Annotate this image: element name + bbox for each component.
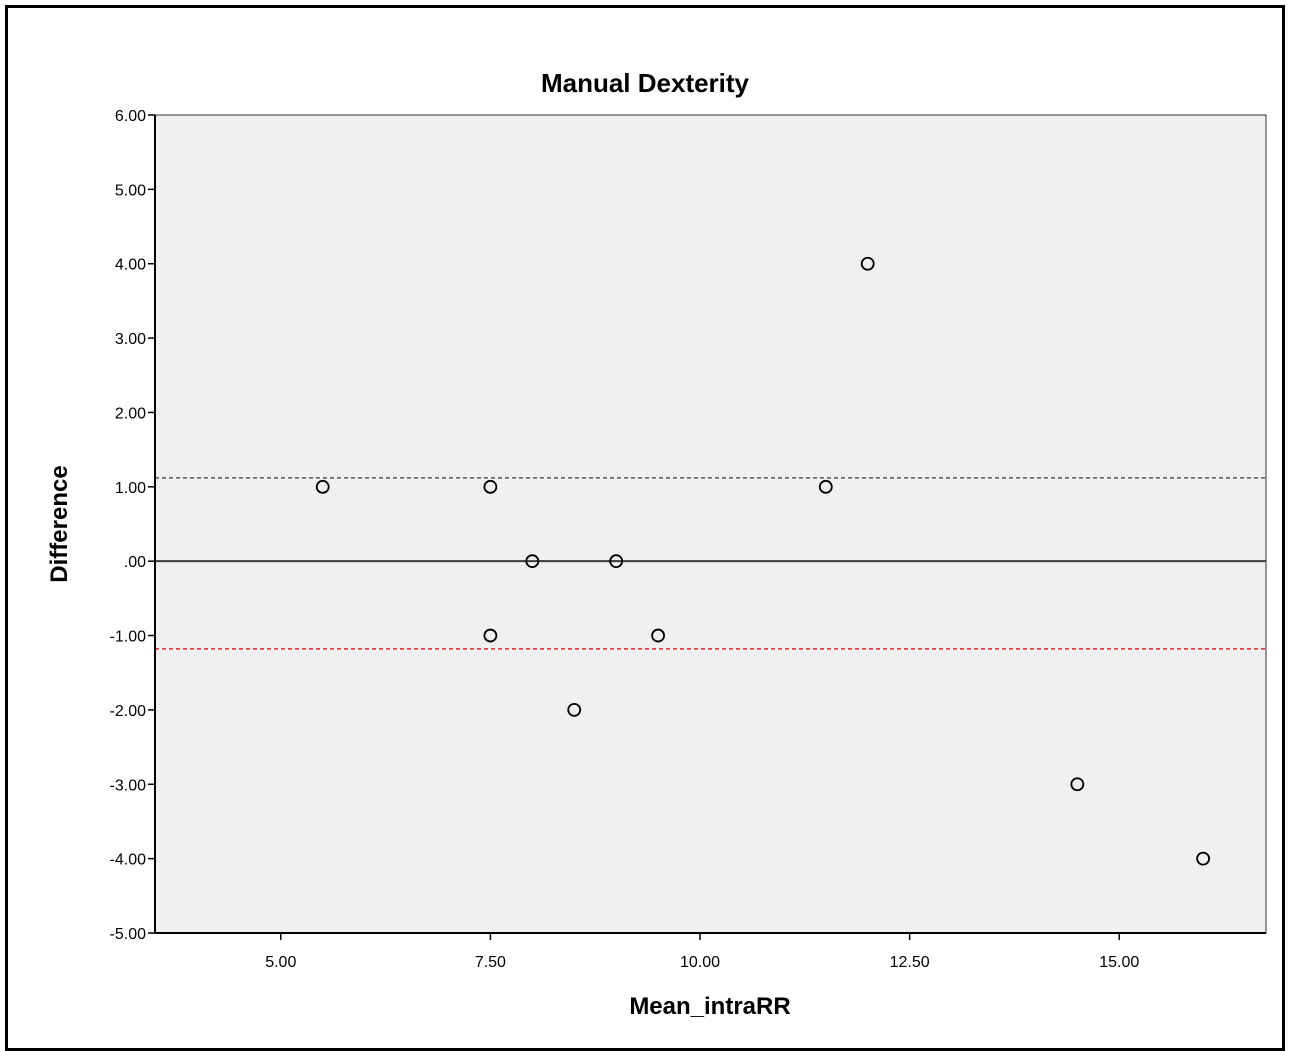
plot-area — [154, 114, 1267, 934]
data-point — [609, 554, 624, 569]
x-tick-label: 7.50 — [475, 954, 506, 971]
data-point — [860, 256, 875, 271]
reference-lines — [155, 477, 1266, 650]
y-tick-label: 1.00 — [115, 480, 146, 497]
data-points — [315, 256, 1211, 866]
data-point — [315, 479, 330, 494]
data-point — [651, 628, 665, 643]
x-tick-label: 15.00 — [1099, 954, 1139, 971]
chart-title: Manual Dexterity — [541, 68, 750, 98]
x-tick-label: 12.50 — [890, 954, 930, 971]
x-tick-label: 5.00 — [265, 954, 296, 971]
data-point — [1070, 777, 1085, 792]
data-point — [1196, 851, 1211, 866]
y-tick-label: .00 — [124, 554, 146, 571]
x-axis: 5.00 7.50 10.00 12.50 15.00 — [155, 932, 1266, 971]
y-tick-label: 4.00 — [115, 257, 146, 274]
data-point — [567, 703, 582, 717]
y-tick-label: -2.00 — [110, 703, 147, 720]
y-axis: 6.00 5.00 4.00 3.00 2.00 1.00 .00 -1.00 -2.00 -3.… — [110, 108, 156, 943]
x-tick-label: 10.00 — [680, 954, 720, 971]
data-point — [483, 628, 498, 643]
y-tick-label: 2.00 — [115, 405, 146, 422]
data-point — [483, 479, 498, 494]
y-axis-title: Difference — [46, 465, 73, 582]
data-point — [818, 479, 833, 494]
y-tick-label: 5.00 — [115, 182, 146, 199]
y-tick-label: -1.00 — [110, 629, 147, 646]
x-axis-title: Mean_intraRR — [629, 993, 790, 1020]
y-tick-label: -5.00 — [110, 926, 147, 943]
y-tick-label: 3.00 — [115, 331, 146, 348]
y-tick-label: 6.00 — [115, 108, 146, 125]
data-point — [525, 554, 540, 569]
y-tick-label: -3.00 — [110, 777, 147, 794]
y-tick-label: -4.00 — [110, 852, 147, 869]
